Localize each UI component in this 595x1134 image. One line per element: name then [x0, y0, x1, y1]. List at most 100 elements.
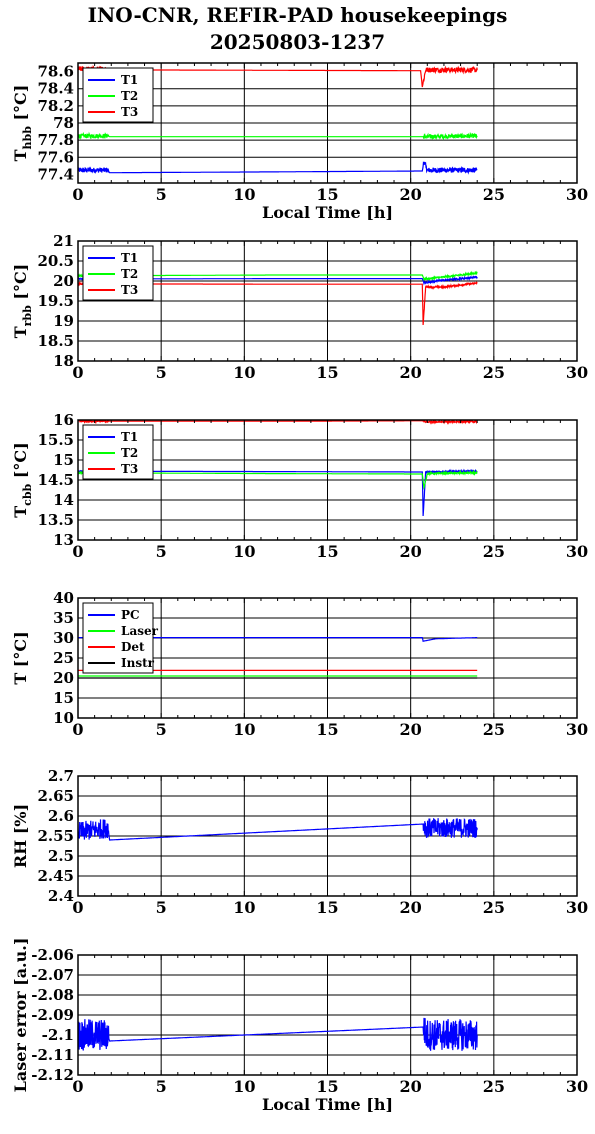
y-tick-label: 2.45 [37, 867, 74, 885]
y-axis-label: Tcbb [°C] [11, 442, 34, 517]
x-tick-label: 0 [72, 720, 83, 739]
title-line-1: INO-CNR, REFIR-PAD housekeepings [87, 3, 508, 27]
y-tick-label: 18 [53, 352, 74, 370]
chart-panel-6: 0 5 10 15 20 25 30 -2.12 -2.11 -2.1 -2.09 -2.08 -2.0… [11, 938, 588, 1114]
y-axis-label-main: T [11, 149, 30, 161]
x-tick-label: 15 [316, 1077, 338, 1096]
legend-label: PC [121, 608, 140, 622]
y-tick-label: 20 [53, 669, 74, 687]
y-tick-label: -2.07 [31, 966, 74, 984]
y-tick-label: 2.6 [48, 807, 74, 825]
y-tick-label: 30 [53, 629, 74, 647]
y-tick-label: 14 [53, 491, 74, 509]
y-tick-label: 2.4 [48, 887, 74, 905]
legend-label: Det [121, 640, 145, 654]
x-tick-label: 30 [566, 1077, 588, 1096]
legend-label: T3 [121, 105, 138, 119]
x-tick-label: 20 [400, 363, 422, 382]
y-tick-label: 16 [53, 411, 74, 429]
x-tick-label: 5 [156, 542, 167, 561]
y-axis-label-main: Laser error [a.u.] [11, 938, 30, 1093]
x-axis-label: Local Time [h] [262, 1095, 393, 1114]
legend: PC Laser Det Instr [82, 602, 159, 674]
y-tick-label: 15 [53, 689, 74, 707]
x-tick-label: 30 [566, 898, 588, 917]
legend-label: T2 [121, 89, 138, 103]
y-axis-label: RH [%] [11, 804, 30, 868]
x-tick-label: 0 [72, 542, 83, 561]
y-tick-label: 77.4 [37, 165, 74, 183]
y-tick-label: -2.1 [42, 1026, 74, 1044]
legend: T1 T2 T3 [82, 424, 154, 480]
legend-label: T3 [121, 462, 138, 476]
y-axis-label: T [°C] [11, 631, 30, 684]
title-line-2: 20250803-1237 [209, 30, 386, 54]
x-tick-label: 30 [566, 185, 588, 204]
x-tick-label: 15 [316, 720, 338, 739]
x-tick-label: 25 [483, 185, 505, 204]
legend-label: T1 [121, 430, 138, 444]
y-tick-label: -2.08 [31, 986, 74, 1004]
y-tick-label: -2.09 [31, 1006, 74, 1024]
chart-panel-4: 0 5 10 15 20 25 30 10 15 20 25 30 35 40 T [°C] PC Laser D… [11, 589, 588, 739]
x-tick-label: 15 [316, 363, 338, 382]
series-line-t1 [78, 161, 478, 175]
chart-panel-2: 0 5 10 15 20 25 30 18 18.5 19 19.5 20 20.5 21 Trbb [°C… [11, 232, 588, 382]
x-tick-label: 10 [233, 720, 255, 739]
y-tick-label: 15 [53, 451, 74, 469]
y-tick-label: 40 [53, 589, 74, 607]
y-axis-label-main: T [11, 506, 30, 518]
y-axis-label: Thbb [°C] [11, 85, 34, 162]
legend-label: T2 [121, 267, 138, 281]
x-tick-label: 10 [233, 185, 255, 204]
series-group [78, 1017, 478, 1051]
y-tick-label: 19 [53, 312, 74, 330]
y-tick-label: 2.65 [37, 787, 74, 805]
series-group [78, 818, 478, 841]
x-tick-label: 0 [72, 1077, 83, 1096]
x-tick-label: 20 [400, 1077, 422, 1096]
y-tick-label: -2.12 [31, 1066, 74, 1084]
y-tick-label: 78.6 [37, 63, 74, 81]
x-tick-label: 20 [400, 720, 422, 739]
x-tick-label: 0 [72, 363, 83, 382]
legend-label: T1 [121, 73, 138, 87]
y-tick-label: 2.7 [48, 767, 74, 785]
y-tick-label: 14.5 [37, 471, 74, 489]
y-tick-label: 20 [53, 272, 74, 290]
series-line-data [78, 818, 478, 841]
y-axis-label-sub: cbb [21, 483, 34, 505]
y-tick-label: 19.5 [37, 292, 74, 310]
y-axis-label-unit: [°C] [11, 264, 30, 305]
y-tick-label: 78 [53, 114, 74, 132]
y-tick-label: 25 [53, 649, 74, 667]
legend-label: Instr [121, 656, 155, 670]
y-tick-label: 13.5 [37, 511, 74, 529]
legend-label: T3 [121, 283, 138, 297]
series-line-data [78, 1017, 478, 1051]
chart-panel-5: 0 5 10 15 20 25 30 2.4 2.45 2.5 2.55 2.6 2.65 2.7 RH [… [11, 767, 588, 917]
y-axis-label-sub: rbb [21, 305, 34, 326]
x-tick-label: 5 [156, 898, 167, 917]
y-axis-label-main: T [°C] [11, 631, 30, 684]
chart-title: INO-CNR, REFIR-PAD housekeepings 2025080… [0, 2, 595, 56]
y-axis-label-main: RH [%] [11, 804, 30, 868]
y-tick-label: 18.5 [37, 332, 74, 350]
y-tick-label: 10 [53, 709, 74, 727]
legend: T1 T2 T3 [82, 67, 154, 123]
x-tick-label: 25 [483, 542, 505, 561]
y-tick-label: 77.6 [37, 148, 74, 166]
x-tick-label: 0 [72, 898, 83, 917]
x-tick-label: 10 [233, 898, 255, 917]
y-tick-label: 15.5 [37, 431, 74, 449]
y-tick-label: 78.4 [37, 80, 74, 98]
y-tick-label: 2.5 [48, 847, 74, 865]
x-tick-label: 10 [233, 542, 255, 561]
y-tick-label: -2.11 [31, 1046, 74, 1064]
chart-panel-3: 0 5 10 15 20 25 30 13 13.5 14 14.5 15 15.5 16 Tcbb [°C… [11, 411, 588, 561]
x-tick-label: 15 [316, 542, 338, 561]
y-axis-label-main: T [11, 326, 30, 338]
x-tick-label: 0 [72, 185, 83, 204]
